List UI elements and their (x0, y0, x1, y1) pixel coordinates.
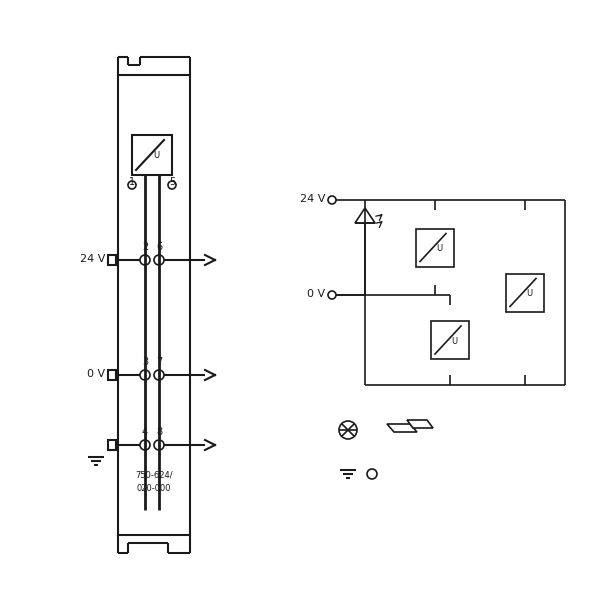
Text: 8: 8 (156, 427, 162, 437)
Bar (506, 274, 544, 311)
Circle shape (328, 291, 336, 299)
Text: 24 V: 24 V (80, 254, 105, 264)
Text: 5: 5 (169, 177, 175, 187)
Bar (108, 255, 116, 265)
Text: 750-624/: 750-624/ (135, 471, 173, 480)
Bar (132, 135, 172, 175)
Circle shape (140, 440, 150, 450)
Circle shape (168, 181, 176, 189)
Text: 7: 7 (156, 357, 162, 367)
Text: 4: 4 (142, 427, 148, 437)
Text: U: U (526, 289, 532, 298)
Circle shape (339, 421, 357, 439)
Text: 3: 3 (142, 357, 148, 367)
Circle shape (154, 440, 164, 450)
Text: 0 V: 0 V (307, 289, 325, 299)
Text: 0 V: 0 V (87, 369, 105, 379)
Circle shape (154, 370, 164, 380)
Bar (416, 229, 454, 266)
Text: 6: 6 (156, 242, 162, 252)
Circle shape (140, 370, 150, 380)
Polygon shape (407, 420, 433, 428)
Text: U: U (451, 337, 457, 346)
Circle shape (140, 255, 150, 265)
Text: U: U (436, 244, 442, 253)
Text: 1: 1 (129, 177, 135, 187)
Polygon shape (387, 424, 417, 432)
Text: 020-000: 020-000 (137, 484, 171, 493)
Circle shape (154, 255, 164, 265)
Text: U: U (153, 151, 159, 160)
Bar (108, 440, 116, 450)
Polygon shape (355, 208, 375, 223)
Text: 2: 2 (142, 242, 148, 252)
Bar (118, 75, 190, 535)
Text: 24 V: 24 V (299, 194, 325, 204)
Bar (431, 321, 469, 359)
Circle shape (328, 196, 336, 204)
Circle shape (128, 181, 136, 189)
Bar (108, 370, 116, 380)
Circle shape (367, 469, 377, 479)
